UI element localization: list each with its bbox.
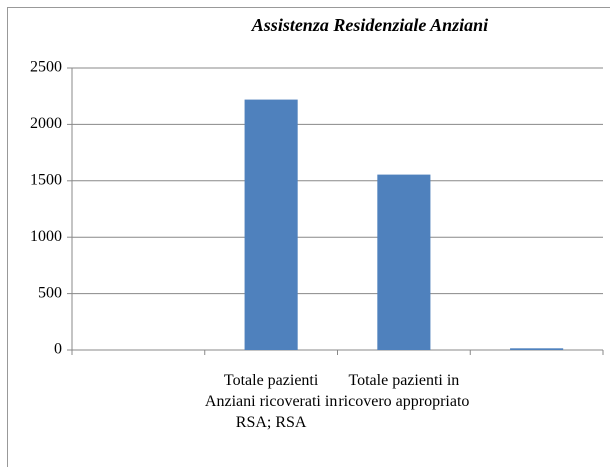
y-tick-label: 0 <box>54 341 62 358</box>
bar <box>244 99 298 350</box>
y-tick-label: 2000 <box>30 115 62 132</box>
y-tick-label: 1000 <box>30 228 62 245</box>
y-tick-label: 500 <box>38 284 62 301</box>
x-tick-label: Totale pazienti Anziani ricoverati in RS… <box>204 372 338 431</box>
chart-title: Assistenza Residenziale Anziani <box>251 15 488 35</box>
x-tick-label: Totale pazienti in ricovero appropriato <box>338 372 470 410</box>
y-tick-label: 2500 <box>30 59 62 76</box>
frame <box>7 7 610 467</box>
bar <box>377 174 431 350</box>
y-tick-label: 1500 <box>30 171 62 188</box>
bar <box>510 348 564 350</box>
